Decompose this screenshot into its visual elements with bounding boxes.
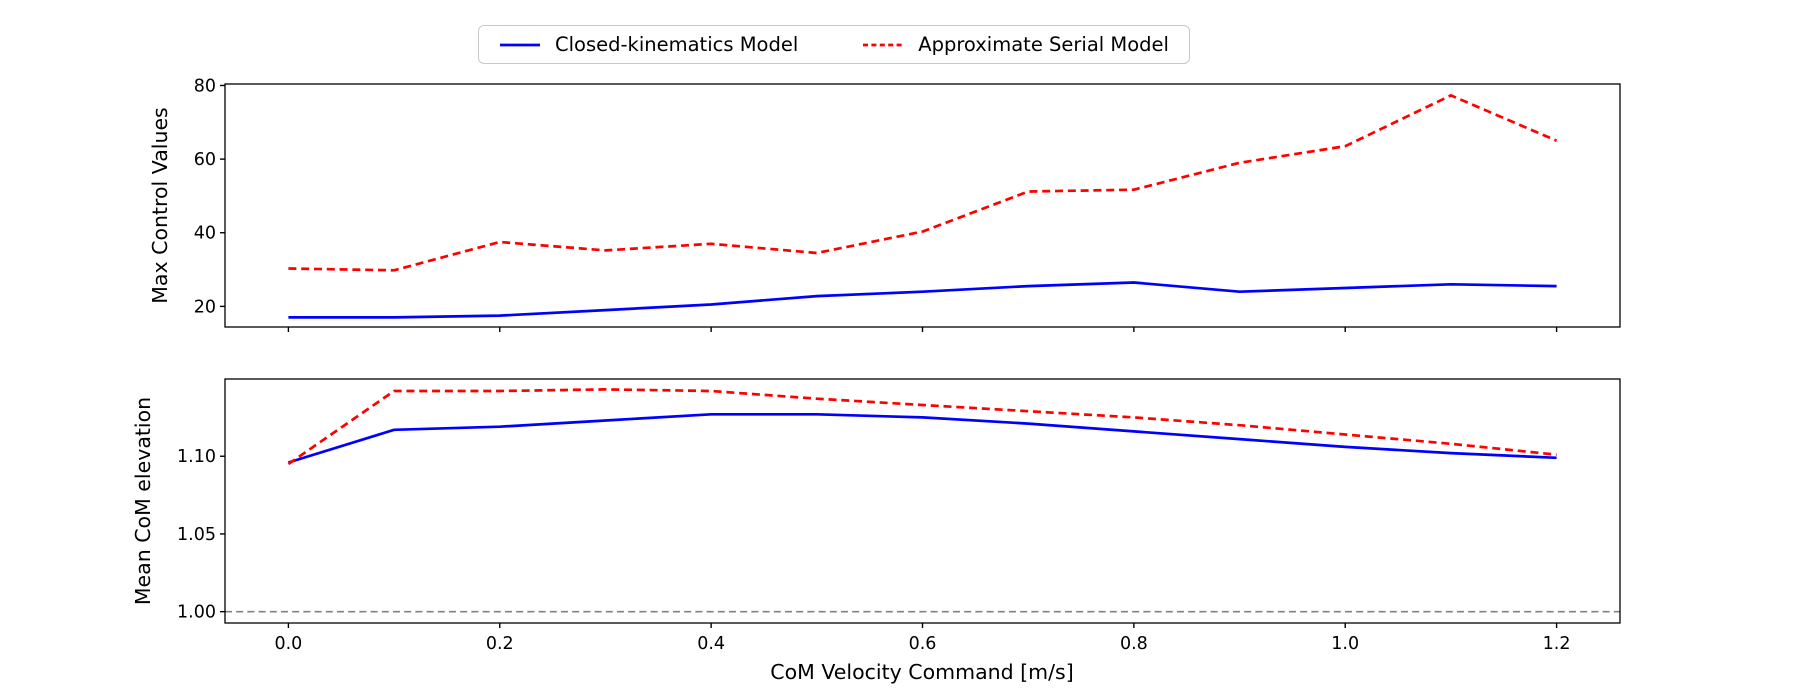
max-control-values-series-closed-kinematics — [288, 281, 1557, 319]
mean-com-elevation-y-tick-label: 1.05 — [177, 525, 216, 545]
mean-com-elevation-x-tick-label: 0.6 — [909, 634, 937, 654]
top-ylabel: Max Control Values — [148, 107, 172, 304]
mean-com-elevation-x-tick-label: 0.2 — [486, 634, 514, 654]
dashed-line-icon — [863, 43, 904, 46]
legend-label-approximate-serial: Approximate Serial Model — [918, 33, 1169, 56]
bottom-ylabel: Mean CoM elevation — [131, 397, 155, 605]
max-control-values-series-approximate-serial — [288, 94, 1558, 272]
mean-com-elevation-x-tick-label: 0.0 — [274, 634, 302, 654]
max-control-values-y-tick-label: 60 — [194, 150, 216, 170]
top-axes: 20 40 60 80 — [194, 76, 1621, 332]
solid-line-icon — [500, 43, 540, 46]
legend: Closed-kinematics Model Approximate Seri… — [478, 25, 1190, 64]
mean-com-elevation-series-closed-kinematics — [288, 412, 1557, 464]
mean-com-elevation-x-tick-label: 0.4 — [697, 634, 725, 654]
max-control-values-y-tick-label: 20 — [194, 297, 216, 317]
mean-com-elevation-spines — [224, 378, 1621, 624]
max-control-values-y-tick-label: 80 — [194, 76, 216, 96]
mean-com-elevation-series-approximate-serial — [287, 388, 1557, 466]
mean-com-elevation-y-tick-label: 1.00 — [177, 603, 216, 623]
mean-com-elevation-x-tick-label: 0.8 — [1120, 634, 1148, 654]
legend-item-approximate-serial: Approximate Serial Model — [862, 33, 1169, 56]
x-axis-label: CoM Velocity Command [m/s] — [770, 660, 1073, 684]
legend-label-closed-kinematics: Closed-kinematics Model — [555, 33, 799, 56]
max-control-values-y-tick-label: 40 — [194, 224, 216, 244]
mean-com-elevation-x-tick-label: 1.0 — [1331, 634, 1359, 654]
mean-com-elevation-y-tick-label: 1.10 — [177, 447, 216, 467]
legend-item-closed-kinematics: Closed-kinematics Model — [499, 33, 798, 56]
bottom-axes: 0.0 0.2 0.4 0.6 0.8 1.0 1.2 1.00 1.05 1.10 — [177, 378, 1621, 654]
mean-com-elevation-x-tick-label: 1.2 — [1543, 634, 1571, 654]
